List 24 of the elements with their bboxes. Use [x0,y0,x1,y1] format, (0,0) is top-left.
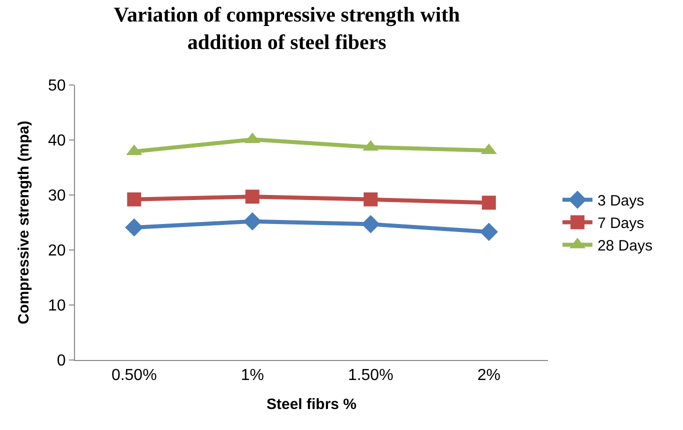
point [245,190,260,204]
point [243,212,262,230]
point [125,218,144,237]
point [480,222,498,241]
x-axis-title: Steel fibrs % [266,396,357,414]
point [364,192,378,206]
y-tick-label: 0 [56,352,66,370]
legend-label: 28 Days [597,238,652,255]
x-tick-label: 1% [240,367,264,384]
point [482,196,496,210]
y-tick-label: 20 [48,242,66,260]
y-axis-title: Compressive strength (mpa) [15,120,32,324]
chart-title: Variation of compressive strength with addition of steel fibers [114,2,460,54]
legend-label: 7 Days [597,215,644,232]
point [362,215,380,234]
y-tick-label: 50 [48,78,66,95]
x-tick-label: 2% [477,367,500,384]
legend-label: 3 Days [597,192,644,210]
y-tick-label: 40 [48,132,66,150]
x-tick-label: 1.50% [348,367,394,384]
point [127,192,142,206]
y-tick-label: 10 [48,298,66,315]
y-tick-label: 30 [48,188,66,205]
x-tick-label: 0.50% [111,367,157,384]
